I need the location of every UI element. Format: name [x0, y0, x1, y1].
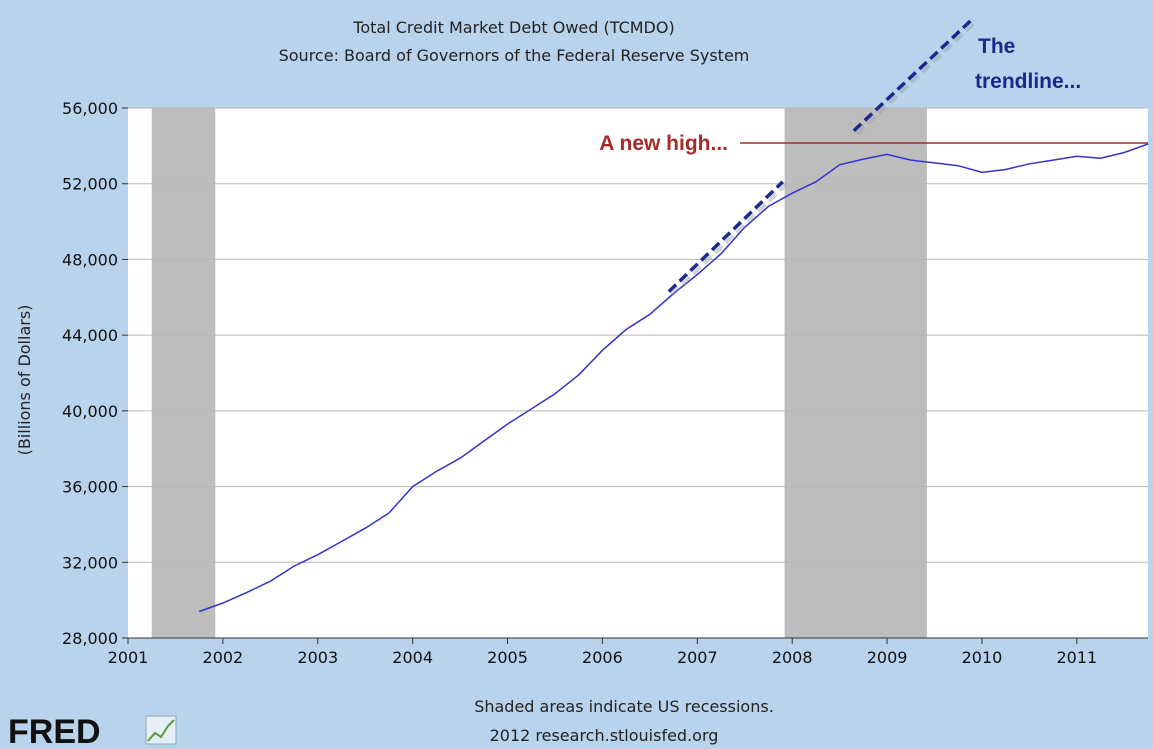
y-tick-label: 44,000 — [62, 326, 118, 345]
x-tick-label: 2002 — [203, 648, 244, 667]
x-tick-label: 2006 — [582, 648, 623, 667]
x-tick-label: 2004 — [392, 648, 433, 667]
trendline-segment — [667, 180, 784, 293]
x-tick-label: 2010 — [962, 648, 1003, 667]
source-credit: 2012 research.stlouisfed.org — [490, 726, 719, 745]
x-tick-label: 2007 — [677, 648, 718, 667]
y-tick-label: 40,000 — [62, 402, 118, 421]
recession-band — [784, 108, 927, 638]
fred-logo-text: FRED — [8, 713, 101, 749]
y-axis-ticks: 28,000 32,000 36,000 40,000 44,000 48,000 52,0… — [62, 99, 128, 648]
chart-logo-icon — [145, 715, 177, 745]
recession-note: Shaded areas indicate US recessions. — [474, 697, 774, 716]
recession-band — [151, 108, 216, 638]
y-tick-label: 36,000 — [62, 478, 118, 497]
x-tick-label: 2011 — [1056, 648, 1097, 667]
series-line — [198, 143, 1149, 613]
x-tick-label: 2008 — [772, 648, 813, 667]
y-tick-label: 56,000 — [62, 99, 118, 118]
series-layer — [198, 143, 1149, 613]
new-high-label: A new high... — [599, 132, 728, 155]
y-tick-label: 32,000 — [62, 553, 118, 572]
y-tick-label: 48,000 — [62, 250, 118, 269]
trendline-segment-shadow — [670, 183, 788, 297]
trendline-label-line1: The — [978, 35, 1015, 58]
chart-subtitle: Source: Board of Governors of the Federa… — [279, 46, 750, 65]
x-tick-label: 2009 — [867, 648, 908, 667]
y-axis-label: (Billions of Dollars) — [15, 305, 34, 456]
x-axis-ticks: 2001 2002 2003 2004 2005 2006 2007 2008 2009 2010… — [108, 637, 1148, 667]
annotation-layer: A new high... The trendline... — [599, 17, 1148, 297]
fred-logo: FRED — [8, 713, 177, 749]
trendline-projection — [852, 17, 974, 132]
y-tick-label: 28,000 — [62, 629, 118, 648]
y-tick-label: 52,000 — [62, 175, 118, 194]
x-tick-label: 2005 — [487, 648, 528, 667]
gridlines — [128, 107, 1148, 639]
recession-bands — [151, 108, 927, 638]
x-tick-label: 2001 — [108, 648, 149, 667]
trendline-projection-shadow — [855, 20, 977, 136]
plot-area — [128, 108, 1148, 638]
x-tick-label: 2003 — [297, 648, 338, 667]
trendline-label-line2: trendline... — [975, 70, 1081, 93]
chart-title: Total Credit Market Debt Owed (TCMDO) — [352, 18, 674, 37]
